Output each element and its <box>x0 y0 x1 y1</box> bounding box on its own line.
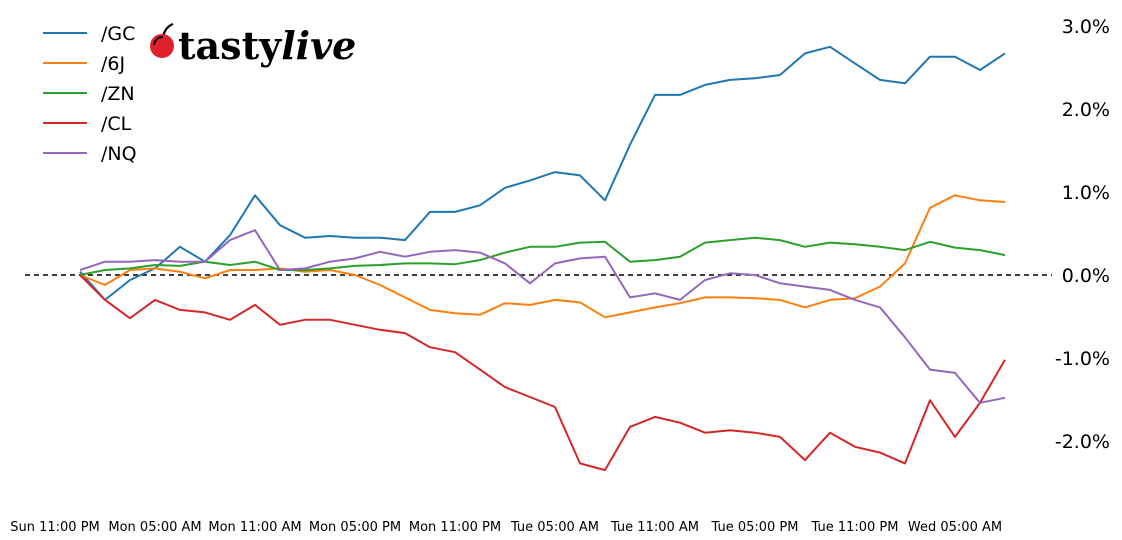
legend-item: /6J <box>43 53 125 75</box>
x-tick-label: Sun 11:00 PM <box>10 520 100 535</box>
x-tick-label: Mon 05:00 PM <box>309 520 401 535</box>
svg-text:tastylive: tastylive <box>178 23 356 68</box>
x-tick-label: Mon 05:00 AM <box>108 520 201 535</box>
x-tick-label: Tue 05:00 PM <box>711 520 799 535</box>
y-tick-label: -1.0% <box>1055 348 1110 370</box>
x-tick-label: Wed 05:00 AM <box>908 520 1002 535</box>
series-line-gc <box>79 45 1006 301</box>
series-line-nq <box>79 229 1006 404</box>
logo-text-live: live <box>281 23 356 68</box>
legend-label: /GC <box>101 23 135 45</box>
x-tick-label: Tue 05:00 AM <box>510 520 599 535</box>
y-axis: 3.0% 2.0% 1.0% 0.0% -1.0% -2.0% <box>1055 16 1110 453</box>
legend-label: /ZN <box>101 83 135 105</box>
logo-text-tasty: tasty <box>178 23 282 68</box>
x-tick-label: Tue 11:00 PM <box>811 520 899 535</box>
legend-label: /NQ <box>101 143 137 165</box>
y-tick-label: 2.0% <box>1062 99 1110 121</box>
series-line-zn <box>79 236 1006 276</box>
legend: /GC/6J/ZN/CL/NQ <box>43 23 137 165</box>
legend-item: /CL <box>43 113 132 135</box>
series-layer <box>79 45 1006 472</box>
x-tick-label: Tue 11:00 AM <box>610 520 699 535</box>
x-tick-label: Mon 11:00 AM <box>208 520 301 535</box>
legend-item: /ZN <box>43 83 135 105</box>
tastylive-logo: tastylive <box>150 22 356 68</box>
legend-label: /6J <box>101 53 125 75</box>
y-tick-label: 1.0% <box>1062 182 1110 204</box>
legend-label: /CL <box>101 113 132 135</box>
series-line-6j <box>79 194 1006 319</box>
legend-item: /GC <box>43 23 135 45</box>
series-line-cl <box>79 274 1006 472</box>
y-tick-label: -2.0% <box>1055 431 1110 453</box>
cherry-icon <box>150 22 174 58</box>
x-axis: Sun 11:00 PM Mon 05:00 AM Mon 11:00 AM Mon … <box>10 520 1002 535</box>
y-tick-label: 0.0% <box>1062 265 1110 287</box>
y-tick-label: 3.0% <box>1062 16 1110 38</box>
legend-item: /NQ <box>43 143 137 165</box>
x-tick-label: Mon 11:00 PM <box>409 520 501 535</box>
